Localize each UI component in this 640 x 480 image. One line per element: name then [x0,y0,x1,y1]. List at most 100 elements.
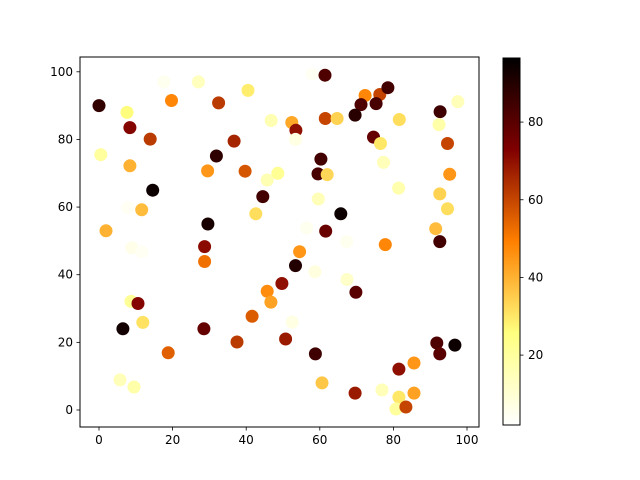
y-axis-tick-label: 80 [58,132,73,146]
data-point [340,273,354,286]
data-point [392,390,406,404]
data-point [198,240,212,254]
data-point [348,386,362,400]
data-point [392,362,406,376]
colorbar-tick-label: 80 [528,115,543,129]
data-point [433,235,447,249]
data-point [260,284,274,298]
data-point [201,164,215,178]
data-point [375,383,389,397]
data-point [354,98,368,112]
data-point [381,81,395,95]
data-point [227,134,241,148]
data-point [441,202,454,216]
data-point [289,259,302,273]
data-point [131,297,145,310]
data-point [238,164,252,178]
data-point [330,112,344,125]
data-point [198,255,212,268]
data-point [120,105,134,119]
colorbar: 20 40 60 80 [502,57,543,426]
data-point [308,347,322,361]
data-point [94,148,108,162]
data-point [369,97,383,111]
data-point [441,137,454,150]
x-axis-tick-label: 100 [456,433,479,447]
data-point [116,322,130,336]
data-point [448,338,462,352]
data-point [399,400,413,414]
data-point [443,167,457,181]
data-point [157,75,171,89]
data-point [289,132,302,146]
data-point [389,402,403,416]
data-point [275,277,289,290]
data-point [315,376,329,390]
data-point [311,192,325,206]
data-point [201,217,215,231]
data-point [123,159,137,173]
colorbar-tick-label: 40 [528,270,543,284]
data-point [433,347,447,361]
data-point [279,332,293,346]
data-point [293,245,307,259]
data-point [429,222,443,236]
data-point [300,221,314,235]
data-point [212,96,226,110]
data-point [197,322,211,336]
y-axis-tick-label: 60 [58,200,73,214]
data-point [378,238,392,252]
data-point [99,224,113,238]
x-axis-tick-label: 0 [95,433,103,447]
data-point [340,235,354,249]
data-point [392,113,406,126]
data-point [433,105,447,119]
data-point [241,83,255,97]
colorbar-frame [502,57,521,426]
data-point [135,203,149,217]
data-point [245,309,259,323]
data-point [374,137,387,150]
data-point [264,114,278,127]
data-point [392,181,406,195]
data-point [407,356,421,370]
colorbar-gradient [503,58,520,425]
data-point [432,118,446,132]
data-point [230,335,244,349]
x-axis-tick-label: 80 [386,433,401,447]
data-point [264,295,278,309]
x-axis-tick-label: 60 [312,433,327,447]
data-point [165,94,178,107]
y-axis-tick-label: 100 [50,65,73,79]
plot-frame [79,56,480,428]
data-point [451,95,465,109]
data-point [348,108,362,122]
data-point [318,112,332,125]
data-point [289,123,303,137]
axes-layer: 0 20 40 60 80 100 0 20 40 60 80 100 [50,56,480,447]
data-point [285,315,299,329]
data-point [271,166,285,180]
data-point [319,224,333,238]
data-point [249,207,263,221]
data-point [308,265,322,279]
data-point [318,68,332,82]
data-point [314,152,328,166]
y-axis-tick-label: 0 [65,403,73,417]
data-point [127,380,141,394]
data-point [320,168,334,182]
colorbar-tick-label: 20 [528,348,543,362]
data-point [125,241,139,255]
data-point [260,173,274,187]
scatter-points-layer [92,67,465,416]
data-point [191,75,205,89]
data-point [136,315,150,329]
data-point [135,245,149,259]
data-point [377,155,390,169]
data-point [113,373,127,387]
data-point [334,207,348,221]
data-point [143,132,157,146]
x-axis-tick-label: 40 [239,433,254,447]
data-point [407,386,421,400]
